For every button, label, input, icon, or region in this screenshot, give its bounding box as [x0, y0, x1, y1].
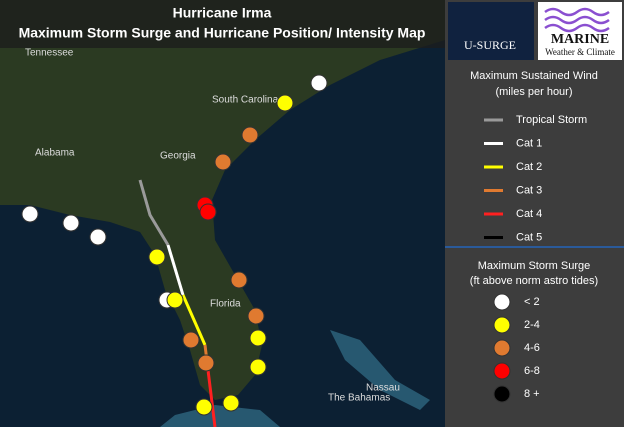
surge-label: 4-6: [524, 342, 540, 354]
surge-marker: [247, 307, 265, 325]
title-band: [0, 0, 445, 48]
wind-legend-title: (miles per hour): [495, 86, 572, 98]
map-label: Georgia: [160, 151, 196, 162]
surge-marker: [21, 205, 39, 223]
surge-marker: [182, 331, 200, 349]
wind-legend-title: Maximum Sustained Wind: [470, 70, 598, 82]
wind-label: Cat 1: [516, 137, 542, 149]
land: [0, 40, 445, 400]
map-label: Alabama: [35, 148, 75, 159]
surge-swatch: [493, 293, 511, 311]
surge-legend-title: Maximum Storm Surge: [478, 260, 590, 272]
track-segment: [181, 294, 207, 346]
surge-marker: [166, 291, 184, 309]
surge-marker: [148, 248, 166, 266]
surge-marker: [249, 358, 267, 376]
surge-swatch: [493, 362, 511, 380]
surge-marker: [310, 74, 328, 92]
surge-marker: [62, 214, 80, 232]
marine-text: MARINE: [551, 32, 609, 47]
title: Hurricane Irma: [173, 5, 272, 21]
wind-label: Cat 5: [516, 231, 542, 243]
track-segment: [166, 244, 185, 296]
wind-label: Tropical Storm: [516, 114, 587, 126]
map-label: Florida: [210, 299, 241, 310]
surge-swatch: [493, 316, 511, 334]
surge-label: 8 +: [524, 388, 540, 400]
surge-marker: [197, 354, 215, 372]
surge-marker: [214, 153, 232, 171]
surge-marker: [276, 94, 294, 112]
title: Maximum Storm Surge and Hurricane Positi…: [19, 25, 426, 41]
surge-marker: [241, 126, 259, 144]
map-label: South Carolina: [212, 95, 279, 106]
cuba-shelf: [160, 405, 280, 427]
map-label: Nassau: [366, 383, 400, 394]
surge-marker: [249, 329, 267, 347]
surge-label: 6-8: [524, 365, 540, 377]
track-segment: [138, 179, 170, 246]
wind-label: Cat 4: [516, 208, 542, 220]
wind-label: Cat 3: [516, 184, 542, 196]
waves: [544, 7, 610, 33]
bahamas-bank: [330, 330, 430, 410]
surge-legend-title: (ft above norm astro tides): [470, 275, 598, 287]
legend-panel: [445, 0, 624, 427]
surge-swatch: [493, 385, 511, 403]
usurge-logo: [448, 2, 534, 60]
marine-sub: Weather & Climate: [545, 47, 615, 57]
track-segment: [206, 369, 217, 427]
surge-marker: [222, 394, 240, 412]
wind-label: Cat 2: [516, 161, 542, 173]
surge-marker: [230, 271, 248, 289]
surge-marker: [195, 398, 213, 416]
surge-marker: [89, 228, 107, 246]
usurge-text: U-SURGE: [464, 38, 516, 52]
surge-swatch: [493, 339, 511, 357]
map-label: The Bahamas: [328, 393, 390, 404]
surge-label: 2-4: [524, 319, 540, 331]
surge-label: < 2: [524, 296, 540, 308]
surge-marker: [199, 203, 217, 221]
map-label: Tennessee: [25, 48, 74, 59]
